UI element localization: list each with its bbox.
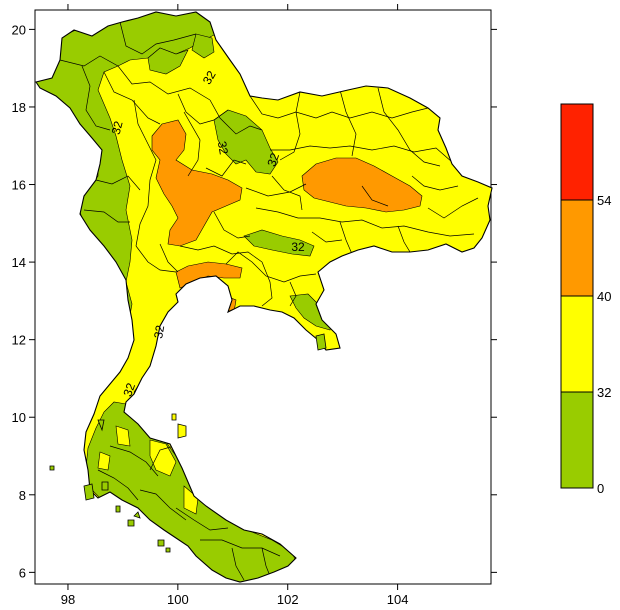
island-4 [101, 481, 109, 491]
province-line-13 [255, 207, 475, 237]
province-line-39 [183, 111, 201, 177]
x-axis: 98 100 102 104 [61, 4, 409, 607]
legend-label-0: 0 [597, 481, 604, 496]
province-line-35 [231, 547, 245, 581]
x-tick-label-100: 100 [167, 592, 189, 607]
island-7 [127, 519, 135, 527]
province-line-16 [427, 197, 479, 219]
province-line-10 [377, 87, 441, 167]
thailand-map: 32 32 32 32 32 32 32 [35, 11, 493, 583]
province-line-44 [411, 175, 459, 191]
province-line-9 [339, 89, 357, 157]
y-axis: 6 8 10 12 14 16 18 20 [12, 22, 497, 580]
island-1 [177, 423, 187, 439]
y-tick-label-6: 6 [19, 565, 26, 580]
province-line-12 [245, 183, 307, 197]
contour-label-2: 32 [109, 119, 126, 136]
province-line-34 [200, 539, 281, 557]
yellow-pocket-2 [149, 439, 177, 477]
province-line-43 [361, 185, 389, 207]
province-line-4 [133, 99, 157, 247]
legend-label-40: 40 [597, 289, 611, 304]
province-line-36 [261, 547, 271, 577]
island-12 [115, 505, 121, 513]
legend-swatch-4 [560, 103, 594, 201]
province-line-19 [159, 243, 179, 273]
province-line-30 [109, 445, 159, 477]
province-line-11 [270, 145, 453, 163]
contour-label-5: 32 [291, 240, 305, 254]
island-2 [171, 413, 177, 421]
x-tick-label-98: 98 [61, 592, 75, 607]
islands [49, 333, 327, 553]
contour-label-1: 32 [200, 68, 219, 87]
legend-label-54: 54 [597, 193, 611, 208]
y-tick-label-8: 8 [19, 488, 26, 503]
province-line-24 [95, 175, 141, 191]
province-line-21 [225, 251, 317, 283]
legend-swatch-1 [560, 391, 594, 489]
y-tick-label-16: 16 [12, 178, 26, 193]
legend-swatch-3 [560, 199, 594, 297]
province-line-17 [213, 211, 251, 239]
contour-label-3: 32 [215, 140, 231, 156]
province-line-2 [103, 71, 161, 125]
y-tick-label-20: 20 [12, 22, 26, 37]
country-outline [35, 11, 493, 583]
contour-label-4: 32 [264, 151, 282, 169]
island-6 [315, 333, 327, 351]
province-line-37 [149, 445, 175, 471]
island-10 [165, 547, 171, 553]
y-tick-label-14: 14 [12, 255, 26, 270]
province-line-31 [97, 469, 139, 501]
province-line-42 [311, 231, 343, 243]
island-5 [97, 419, 105, 432]
province-line-1 [59, 55, 211, 101]
province-line-23 [289, 281, 297, 307]
contour-label-7: 32 [120, 381, 138, 399]
orange-zone-1 [151, 119, 243, 247]
province-line-6 [209, 99, 263, 135]
province-line-18 [179, 245, 263, 263]
province-line-20 [135, 245, 177, 273]
contour-labels: 32 32 32 32 32 32 32 [109, 68, 305, 398]
color-legend: 0 32 40 54 [560, 103, 611, 496]
province-line-3 [119, 21, 197, 55]
y-tick-label-18: 18 [12, 100, 26, 115]
green-zone-5 [243, 229, 315, 257]
province-line-41 [271, 175, 303, 211]
green-zone-2 [147, 47, 189, 75]
y-tick-label-10: 10 [12, 410, 26, 425]
green-zone-6 [289, 293, 333, 331]
province-line-15 [397, 225, 411, 253]
province-line-40 [205, 159, 247, 177]
island-9 [157, 539, 165, 547]
yellow-pocket-4 [97, 451, 111, 471]
province-line-32 [139, 489, 187, 521]
x-tick-label-102: 102 [277, 592, 299, 607]
yellow-pocket-1 [115, 425, 131, 447]
green-zone-4 [213, 109, 279, 175]
contour-label-6: 32 [151, 324, 167, 340]
legend-swatch-2 [560, 295, 594, 393]
province-line-8 [279, 91, 301, 161]
orange-zone-2 [301, 157, 423, 213]
y-tick-label-12: 12 [12, 333, 26, 348]
island-8 [49, 465, 55, 471]
province-line-7 [249, 95, 429, 119]
island-3 [83, 483, 95, 501]
province-line-26 [81, 65, 111, 131]
province-line-25 [83, 209, 130, 223]
province-line-14 [339, 221, 353, 255]
province-line-33 [175, 507, 229, 531]
island-11 [133, 511, 141, 519]
x-tick-label-104: 104 [387, 592, 409, 607]
province-line-22 [261, 261, 273, 307]
legend-label-32: 32 [597, 385, 611, 400]
province-line-5 [177, 93, 229, 125]
green-zone-3 [191, 33, 215, 59]
green-zones [36, 12, 333, 582]
